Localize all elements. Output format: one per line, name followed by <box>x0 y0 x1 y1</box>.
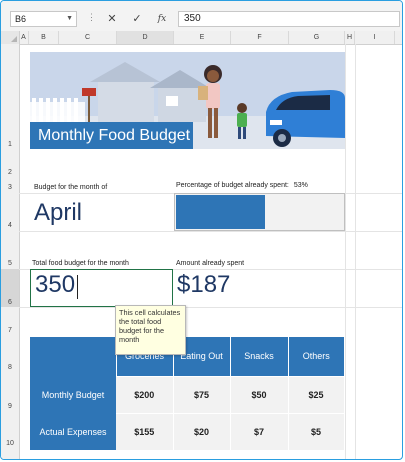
row-header-3[interactable]: 3 <box>8 184 12 191</box>
table-cell[interactable]: $155 <box>116 412 174 450</box>
row-header-4[interactable]: 4 <box>8 222 12 229</box>
table-cell[interactable]: $7 <box>230 412 289 450</box>
column-header-c[interactable]: C <box>59 31 117 44</box>
gridline <box>19 269 402 270</box>
gridline <box>345 44 346 459</box>
table-cell[interactable]: $50 <box>230 375 289 413</box>
column-header-f[interactable]: F <box>231 31 289 44</box>
name-box-value: B6 <box>15 14 27 24</box>
row-header-9[interactable]: 9 <box>8 403 12 410</box>
percent-spent-label-text: Percentage of budget already spent: <box>176 182 289 189</box>
column-header-h[interactable]: H <box>345 31 355 44</box>
row-header-10[interactable]: 10 <box>6 440 14 447</box>
column-header-a[interactable]: A <box>19 31 29 44</box>
column-header-g[interactable]: G <box>289 31 345 44</box>
total-budget-value[interactable]: 350 <box>35 271 76 298</box>
table-cell[interactable]: $25 <box>288 375 345 413</box>
gridline <box>19 307 402 308</box>
table-header-row: Groceries Eating Out Snacks Others <box>30 337 344 376</box>
row-label-monthly-budget[interactable]: Monthly Budget <box>30 376 116 413</box>
cancel-icon[interactable]: ✕ <box>107 13 117 25</box>
row-header-5[interactable]: 5 <box>8 260 12 267</box>
row-header-2[interactable]: 2 <box>8 169 12 176</box>
total-budget-label: Total food budget for the month <box>32 260 129 267</box>
column-header-bar: A B C D E F G H I <box>1 31 402 45</box>
formula-input[interactable]: 350 <box>178 11 400 27</box>
column-header-d[interactable]: D <box>117 31 174 44</box>
table-row: Actual Expenses $155 $20 $7 $5 <box>30 412 345 450</box>
table-header-empty[interactable] <box>30 337 117 376</box>
enter-icon[interactable]: ✓ <box>132 13 142 25</box>
percent-spent-label: Percentage of budget already spent: 53% <box>176 182 308 189</box>
text-cursor <box>77 275 78 299</box>
budget-month-value[interactable]: April <box>34 199 83 226</box>
table-cell[interactable]: $20 <box>173 412 231 450</box>
name-box[interactable]: B6 ▼ <box>10 11 77 27</box>
formula-bar: B6 ▼ ⋮ ✕ ✓ fx 350 <box>1 1 402 31</box>
percent-spent-value: 53% <box>293 182 308 189</box>
percent-spent-progress-bar <box>174 193 345 231</box>
column-header-b[interactable]: B <box>29 31 59 44</box>
table-cell[interactable]: $75 <box>173 375 231 413</box>
select-all-corner[interactable] <box>1 31 20 44</box>
table-header-others[interactable]: Others <box>288 337 344 376</box>
insert-function-icon[interactable]: fx <box>157 14 167 24</box>
banner-title: Monthly Food Budget <box>30 122 193 149</box>
table-cell[interactable]: $5 <box>288 412 345 450</box>
selected-cell-b6[interactable] <box>30 269 173 307</box>
column-header-e[interactable]: E <box>174 31 231 44</box>
amount-spent-label: Amount already spent <box>176 260 245 267</box>
cell-comment-tooltip: This cell calculates the total food budg… <box>115 305 186 355</box>
row-header-7[interactable]: 7 <box>8 327 12 334</box>
gridline <box>355 44 356 459</box>
drag-handle-icon[interactable]: ⋮ <box>87 12 96 22</box>
column-header-i[interactable]: I <box>355 31 395 44</box>
table-cell[interactable]: $200 <box>116 375 174 413</box>
table-header-eating-out[interactable]: Eating Out <box>173 337 231 376</box>
row-header-bar: 1 2 3 4 5 6 7 8 9 10 <box>1 44 20 459</box>
budget-month-label: Budget for the month of <box>34 184 108 191</box>
chevron-down-icon[interactable]: ▼ <box>66 15 73 22</box>
progress-bar-fill <box>176 195 265 229</box>
row-label-actual-expenses[interactable]: Actual Expenses <box>30 413 116 450</box>
row-header-1[interactable]: 1 <box>8 141 12 148</box>
gridline <box>19 231 402 232</box>
table-header-snacks[interactable]: Snacks <box>230 337 289 376</box>
amount-spent-value[interactable]: $187 <box>177 271 231 298</box>
table-row: Monthly Budget $200 $75 $50 $25 <box>30 375 345 413</box>
row-header-6[interactable]: 6 <box>1 269 19 307</box>
row-header-8[interactable]: 8 <box>8 364 12 371</box>
budget-table: Groceries Eating Out Snacks Others Month… <box>30 337 345 450</box>
